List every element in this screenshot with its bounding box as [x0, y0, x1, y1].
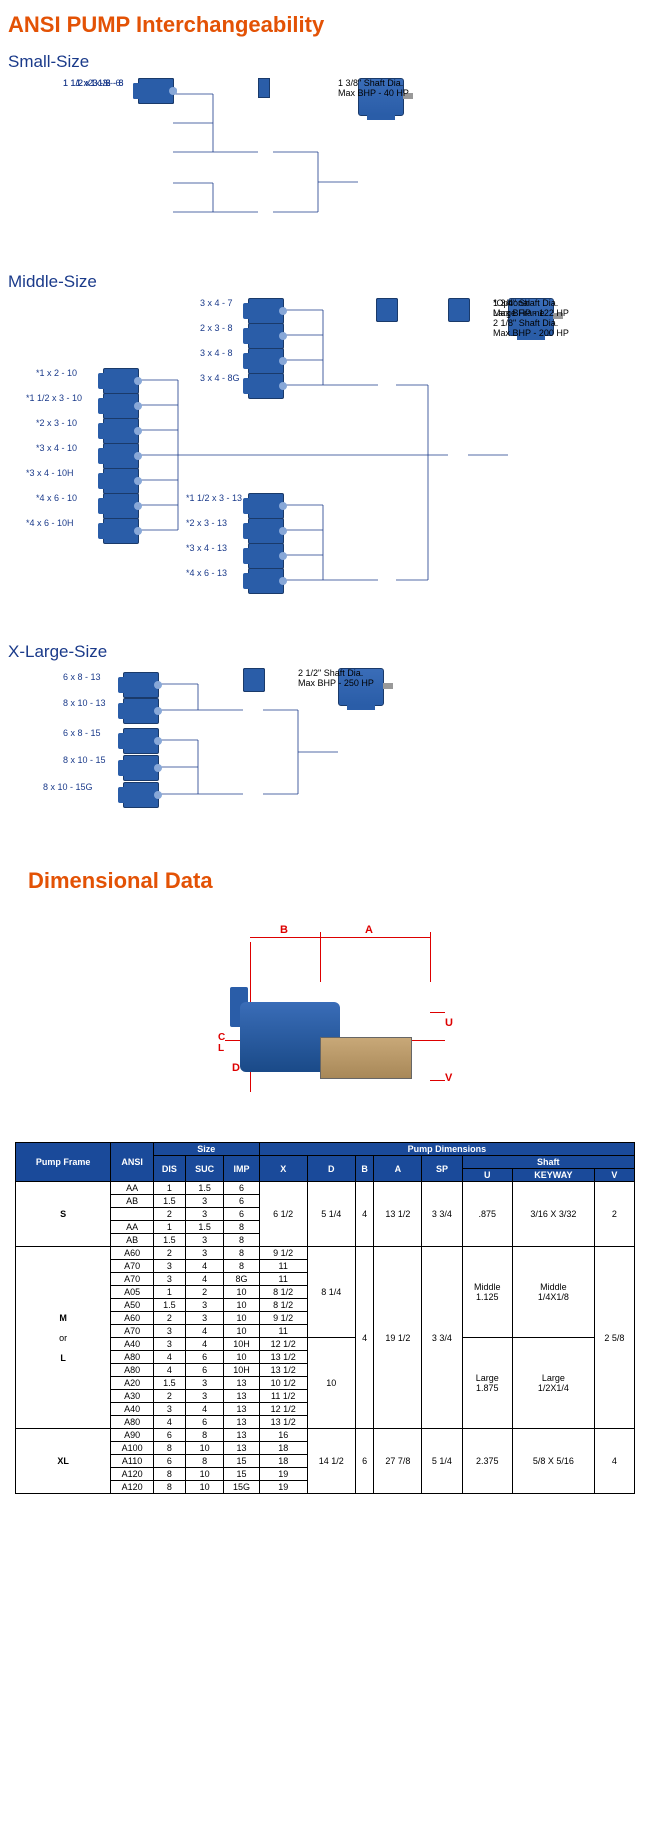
pump-icon [123, 728, 159, 754]
pump-label: *1 x 2 - 10 [36, 368, 77, 378]
dim-CL: CL [218, 1032, 225, 1054]
dimensions-table: Pump Frame ANSI Size Pump Dimensions DIS… [15, 1142, 635, 1494]
pump-label: 6 x 8 - 15 [63, 728, 101, 738]
col-b: B [355, 1156, 373, 1182]
table-row: SAA11.566 1/25 1/4413 1/23 3/4.8753/16 X… [16, 1182, 635, 1195]
col-imp: IMP [224, 1156, 259, 1182]
pump-label: *4 x 6 - 10 [36, 493, 77, 503]
dim-U: U [445, 1017, 453, 1029]
col-u: U [462, 1169, 513, 1182]
middle-spec2: *Optional Large Frame 2 1/8" Shaft Dia. … [493, 298, 569, 338]
pump-icon [103, 493, 139, 519]
pump-icon [248, 568, 284, 594]
pump-label: *1 1/2 x 3 - 13 [186, 493, 242, 503]
dim-figure: B A X D U V CL [150, 912, 500, 1132]
table-row: MorLA602389 1/28 1/4419 1/23 3/4Middle1.… [16, 1247, 635, 1260]
pump-icon [123, 698, 159, 724]
pump-icon [248, 493, 284, 519]
pump-label: 2 x 3 - 8 [200, 323, 233, 333]
pump-icon [103, 393, 139, 419]
pump-label: *3 x 4 - 13 [186, 543, 227, 553]
col-shaft: Shaft [462, 1156, 635, 1169]
pump-icon [248, 298, 284, 324]
middle-heading: Middle-Size [8, 272, 642, 292]
xlarge-spec: 2 1/2" Shaft Dia. Max BHP - 250 HP [298, 668, 374, 688]
col-pump-frame: Pump Frame [16, 1143, 111, 1182]
pump-label: *2 x 3 - 10 [36, 418, 77, 428]
pump-icon [248, 323, 284, 349]
pump-label: *4 x 6 - 13 [186, 568, 227, 578]
pump-label: 8 x 10 - 15 [63, 755, 106, 765]
col-keyway: KEYWAY [513, 1169, 595, 1182]
dim-V: V [445, 1072, 452, 1084]
col-sp: SP [422, 1156, 462, 1182]
middle-diagram: *1 x 2 - 10 *1 1/2 x 3 - 10 *2 x 3 - 10 … [18, 298, 642, 628]
pump-icon [248, 543, 284, 569]
pump-icon [123, 672, 159, 698]
pump-label: 8 x 10 - 13 [63, 698, 106, 708]
xlarge-diagram: 6 x 8 - 13 8 x 10 - 13 6 x 8 - 15 8 x 10… [38, 668, 642, 838]
adapter-icon [258, 78, 270, 98]
pump-label: *1 1/2 x 3 - 10 [26, 393, 82, 403]
dim-B: B [280, 924, 288, 936]
pump-label: 8 x 10 - 15G [43, 782, 93, 792]
pump-label: *4 x 6 - 10H [26, 518, 74, 528]
col-size: Size [153, 1143, 259, 1156]
pump-label: *2 x 3 - 13 [186, 518, 227, 528]
col-suc: SUC [185, 1156, 223, 1182]
pump-label: *3 x 4 - 10 [36, 443, 77, 453]
pump-icon [123, 782, 159, 808]
col-pump-dims: Pump Dimensions [259, 1143, 634, 1156]
table-row: XLA9068131614 1/2627 7/85 1/42.3755/8 X … [16, 1429, 635, 1442]
pump-label: 3 x 4 - 8G [200, 373, 240, 383]
pump-icon [103, 443, 139, 469]
pump-icon [103, 468, 139, 494]
pump-label: *3 x 4 - 10H [26, 468, 74, 478]
main-title: ANSI PUMP Interchangeability [8, 12, 642, 38]
pump-icon [248, 348, 284, 374]
col-a: A [374, 1156, 422, 1182]
pump-icon [123, 755, 159, 781]
col-x: X [259, 1156, 307, 1182]
pump-label: 3 x 4 - 7 [200, 298, 233, 308]
pump-icon [103, 368, 139, 394]
pump-label: 3 x 4 - 8 [200, 348, 233, 358]
dim-A: A [365, 924, 373, 936]
col-v: V [594, 1169, 634, 1182]
pump-label: 1 1/2 x 3 - 8 [63, 78, 111, 88]
pump-icon [103, 418, 139, 444]
col-dis: DIS [153, 1156, 185, 1182]
adapter-icon [243, 668, 265, 692]
pump-base-icon [320, 1037, 412, 1079]
xlarge-heading: X-Large-Size [8, 642, 642, 662]
pump-icon [103, 518, 139, 544]
small-diagram: 1 x 1 1/2 - 6 1 1/2 x 3 - 6 2 x 3 - 6 1 … [58, 78, 642, 258]
pump-icon [138, 78, 174, 104]
small-heading: Small-Size [8, 52, 642, 72]
pump-icon [248, 373, 284, 399]
dim-data-title: Dimensional Data [28, 868, 642, 894]
small-spec: 1 3/8" Shaft Dia. Max BHP - 40 HP [338, 78, 409, 98]
pump-icon [248, 518, 284, 544]
col-ansi: ANSI [111, 1143, 153, 1182]
adapter-icon [376, 298, 398, 322]
adapter-icon [448, 298, 470, 322]
col-d: D [307, 1156, 355, 1182]
pump-label: 6 x 8 - 13 [63, 672, 101, 682]
